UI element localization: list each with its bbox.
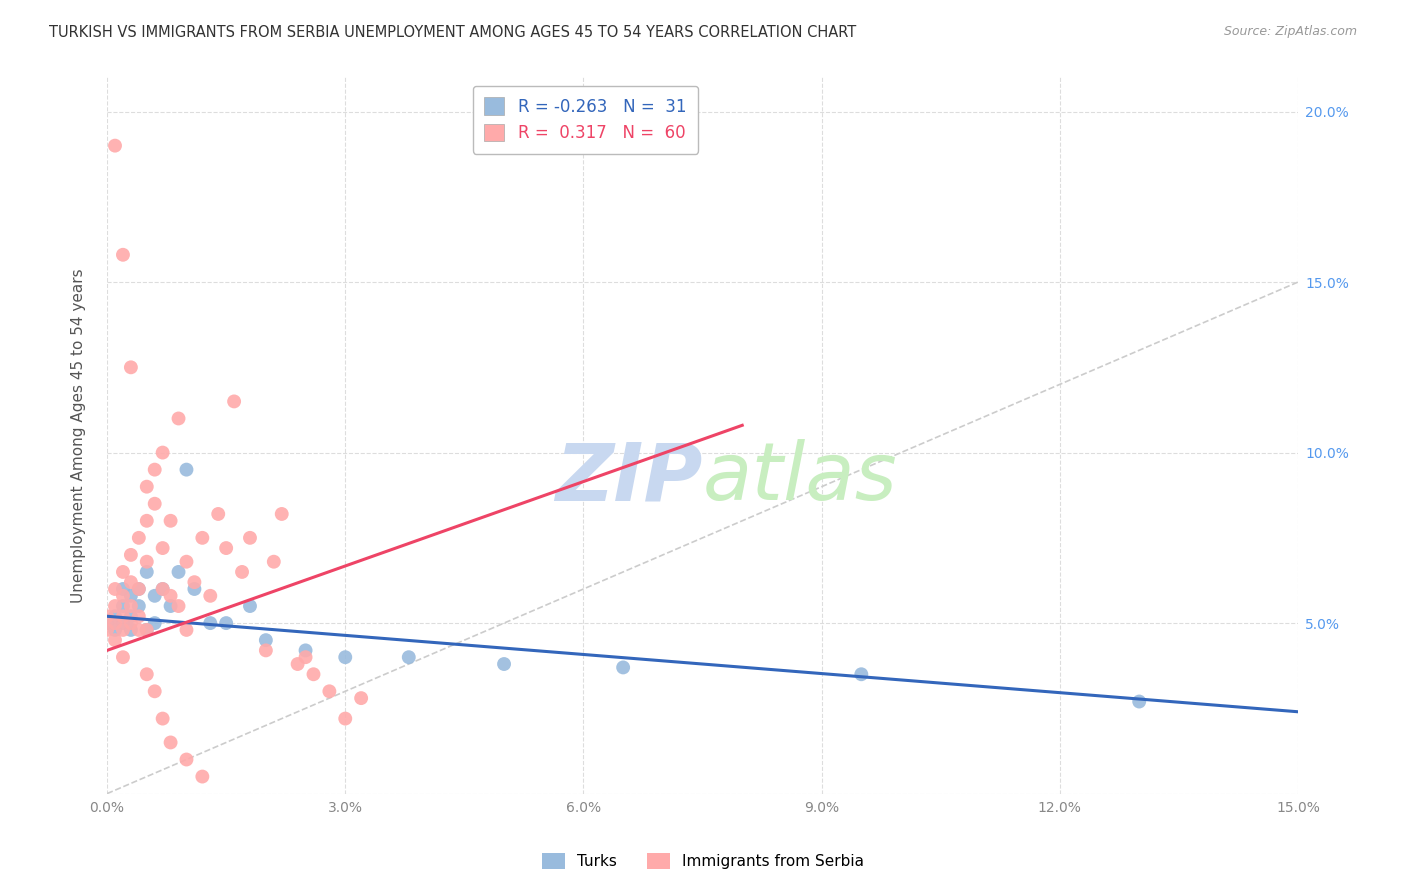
Point: [183, 582, 205, 596]
Point: [231, 565, 253, 579]
Point: [239, 599, 262, 613]
Point: [350, 691, 373, 706]
Point: [294, 643, 316, 657]
Point: [302, 667, 325, 681]
Point: [104, 633, 127, 648]
Point: [152, 712, 174, 726]
Point: [120, 360, 142, 375]
Point: [159, 514, 181, 528]
Point: [135, 623, 157, 637]
Point: [96, 616, 118, 631]
Point: [143, 684, 166, 698]
Point: [111, 582, 134, 596]
Point: [1128, 694, 1150, 708]
Point: [152, 541, 174, 555]
Point: [159, 735, 181, 749]
Point: [104, 609, 127, 624]
Point: [254, 643, 277, 657]
Point: [612, 660, 634, 674]
Point: [200, 589, 222, 603]
Point: [128, 582, 150, 596]
Point: [183, 575, 205, 590]
Point: [176, 462, 198, 476]
Point: [104, 623, 127, 637]
Point: [254, 633, 277, 648]
Text: TURKISH VS IMMIGRANTS FROM SERBIA UNEMPLOYMENT AMONG AGES 45 TO 54 YEARS CORRELA: TURKISH VS IMMIGRANTS FROM SERBIA UNEMPL…: [49, 25, 856, 40]
Point: [335, 650, 357, 665]
Point: [167, 565, 190, 579]
Point: [135, 667, 157, 681]
Point: [335, 712, 357, 726]
Point: [159, 599, 181, 613]
Legend: R = -0.263   N =  31, R =  0.317   N =  60: R = -0.263 N = 31, R = 0.317 N = 60: [472, 86, 697, 153]
Point: [104, 582, 127, 596]
Point: [167, 599, 190, 613]
Point: [111, 248, 134, 262]
Point: [176, 623, 198, 637]
Point: [111, 623, 134, 637]
Point: [128, 531, 150, 545]
Point: [492, 657, 515, 671]
Point: [294, 650, 316, 665]
Point: [239, 531, 262, 545]
Point: [111, 650, 134, 665]
Point: [111, 565, 134, 579]
Point: [398, 650, 420, 665]
Point: [318, 684, 340, 698]
Point: [96, 609, 118, 624]
Point: [135, 623, 157, 637]
Point: [96, 623, 118, 637]
Point: [104, 138, 127, 153]
Point: [120, 616, 142, 631]
Point: [152, 582, 174, 596]
Point: [143, 497, 166, 511]
Point: [263, 555, 285, 569]
Point: [143, 589, 166, 603]
Y-axis label: Unemployment Among Ages 45 to 54 years: Unemployment Among Ages 45 to 54 years: [72, 268, 86, 603]
Point: [191, 531, 214, 545]
Point: [152, 445, 174, 459]
Point: [207, 507, 229, 521]
Point: [135, 480, 157, 494]
Point: [120, 548, 142, 562]
Point: [143, 616, 166, 631]
Text: atlas: atlas: [703, 440, 897, 517]
Point: [120, 609, 142, 624]
Point: [120, 575, 142, 590]
Point: [176, 555, 198, 569]
Point: [851, 667, 873, 681]
Point: [287, 657, 309, 671]
Point: [176, 752, 198, 766]
Point: [111, 599, 134, 613]
Point: [111, 589, 134, 603]
Point: [135, 555, 157, 569]
Legend: Turks, Immigrants from Serbia: Turks, Immigrants from Serbia: [536, 847, 870, 875]
Point: [128, 609, 150, 624]
Point: [200, 616, 222, 631]
Point: [128, 582, 150, 596]
Point: [135, 565, 157, 579]
Text: ZIP: ZIP: [555, 440, 703, 517]
Point: [159, 589, 181, 603]
Point: [120, 589, 142, 603]
Point: [191, 770, 214, 784]
Point: [270, 507, 292, 521]
Point: [215, 616, 238, 631]
Point: [111, 616, 134, 631]
Text: Source: ZipAtlas.com: Source: ZipAtlas.com: [1223, 25, 1357, 38]
Point: [224, 394, 246, 409]
Point: [215, 541, 238, 555]
Point: [128, 623, 150, 637]
Point: [128, 599, 150, 613]
Point: [120, 623, 142, 637]
Point: [104, 599, 127, 613]
Point: [167, 411, 190, 425]
Point: [104, 616, 127, 631]
Point: [152, 582, 174, 596]
Point: [111, 609, 134, 624]
Point: [120, 599, 142, 613]
Point: [135, 514, 157, 528]
Point: [143, 462, 166, 476]
